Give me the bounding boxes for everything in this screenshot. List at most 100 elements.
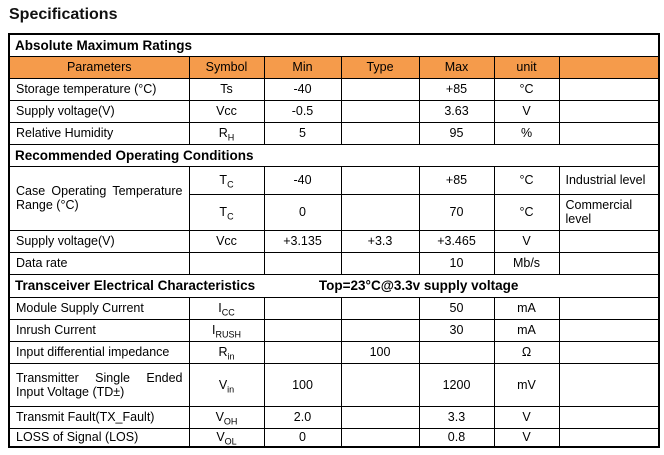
page-title: Specifications bbox=[9, 6, 118, 23]
type-cell bbox=[340, 251, 420, 275]
note-cell: Commercial level bbox=[558, 193, 660, 231]
section-row-recommended-operating-conditions: Recommended Operating Conditions bbox=[8, 143, 660, 167]
section-condition-note: Top=23°C@3.3v supply voltage bbox=[318, 278, 519, 293]
max-cell: 30 bbox=[418, 318, 495, 342]
min-cell: -0.5 bbox=[263, 99, 342, 123]
unit-cell: mA bbox=[493, 296, 560, 320]
parameter-cell: Data rate bbox=[8, 251, 190, 275]
note-cell bbox=[558, 318, 660, 342]
type-cell bbox=[340, 318, 420, 342]
parameter-cell: Relative Humidity bbox=[8, 121, 190, 145]
symbol-cell bbox=[188, 251, 265, 275]
column-header-parameters: Parameters bbox=[8, 55, 190, 79]
table-row-relative-humidity: Relative Humidity RH 5 95 % bbox=[8, 121, 660, 145]
type-cell bbox=[340, 405, 420, 429]
max-cell: 50 bbox=[418, 296, 495, 320]
note-cell bbox=[558, 362, 660, 407]
note-cell bbox=[558, 77, 660, 101]
note-cell bbox=[558, 99, 660, 123]
max-cell bbox=[418, 340, 495, 364]
symbol-cell: VOL bbox=[188, 427, 265, 448]
symbol-cell: TC bbox=[188, 193, 265, 231]
unit-cell: % bbox=[493, 121, 560, 145]
max-cell: 1200 bbox=[418, 362, 495, 407]
section-header-recommended-operating-conditions: Recommended Operating Conditions bbox=[8, 143, 660, 167]
table-row-data-rate: Data rate 10 Mb/s bbox=[8, 251, 660, 275]
type-cell bbox=[340, 427, 420, 448]
parameter-cell: Storage temperature (°C) bbox=[8, 77, 190, 101]
unit-cell: V bbox=[493, 405, 560, 429]
max-cell: 3.3 bbox=[418, 405, 495, 429]
max-cell: +85 bbox=[418, 165, 495, 195]
column-header-type: Type bbox=[340, 55, 420, 79]
min-cell: -40 bbox=[263, 165, 342, 195]
table-row-case-temperature-commercial: TC 0 70 °C Commercial level bbox=[9, 193, 660, 231]
type-cell bbox=[340, 99, 420, 123]
type-cell bbox=[340, 121, 420, 145]
table-row-loss-of-signal: LOSS of Signal (LOS) VOL 0 0.8 V bbox=[8, 427, 660, 448]
unit-cell: mV bbox=[493, 362, 560, 407]
min-cell: 2.0 bbox=[263, 405, 342, 429]
symbol-cell: RH bbox=[188, 121, 265, 145]
symbol-cell: TC bbox=[188, 165, 265, 195]
symbol-cell: Ts bbox=[188, 77, 265, 101]
column-header-symbol: Symbol bbox=[188, 55, 265, 79]
min-cell bbox=[263, 296, 342, 320]
specifications-table: Absolute Maximum Ratings Parameters Symb… bbox=[8, 33, 661, 448]
table-row-storage-temperature: Storage temperature (°C) Ts -40 +85 °C bbox=[8, 77, 660, 101]
parameter-cell: Supply voltage(V) bbox=[8, 229, 190, 253]
symbol-cell: Vcc bbox=[188, 99, 265, 123]
unit-cell: Ω bbox=[493, 340, 560, 364]
type-cell bbox=[340, 296, 420, 320]
unit-cell: V bbox=[493, 99, 560, 123]
max-cell: 3.63 bbox=[418, 99, 495, 123]
max-cell: 70 bbox=[418, 193, 495, 231]
min-cell bbox=[263, 340, 342, 364]
note-cell bbox=[558, 251, 660, 275]
section-row-transceiver-electrical-characteristics: Transceiver Electrical Characteristics T… bbox=[8, 273, 660, 298]
type-cell: 100 bbox=[340, 340, 420, 364]
min-cell: 100 bbox=[263, 362, 342, 407]
symbol-cell: Vcc bbox=[188, 229, 265, 253]
min-cell bbox=[263, 251, 342, 275]
parameter-cell: Transmitter Single Ended Input Voltage (… bbox=[8, 362, 190, 407]
table-row-transmit-fault: Transmit Fault(TX_Fault) VOH 2.0 3.3 V bbox=[8, 405, 660, 429]
column-header-note bbox=[558, 55, 660, 79]
type-cell: +3.3 bbox=[340, 229, 420, 253]
type-cell bbox=[340, 362, 420, 407]
note-cell bbox=[558, 121, 660, 145]
type-cell bbox=[340, 77, 420, 101]
parameter-cell: Module Supply Current bbox=[8, 296, 190, 320]
min-cell: +3.135 bbox=[263, 229, 342, 253]
parameter-cell: Input differential impedance bbox=[8, 340, 190, 364]
max-cell: 95 bbox=[418, 121, 495, 145]
note-cell bbox=[558, 405, 660, 429]
note-cell bbox=[558, 229, 660, 253]
table-row-supply-voltage-amr: Supply voltage(V) Vcc -0.5 3.63 V bbox=[8, 99, 660, 123]
min-cell: 0 bbox=[263, 427, 342, 448]
column-header-min: Min bbox=[263, 55, 342, 79]
symbol-cell: Vin bbox=[188, 362, 265, 407]
type-cell bbox=[340, 165, 420, 195]
symbol-cell: ICC bbox=[188, 296, 265, 320]
min-cell: -40 bbox=[263, 77, 342, 101]
unit-cell: °C bbox=[493, 165, 560, 195]
note-cell bbox=[558, 340, 660, 364]
table-row-input-differential-impedance: Input differential impedance Rin 100 Ω bbox=[8, 340, 660, 364]
table-row-module-supply-current: Module Supply Current ICC 50 mA bbox=[8, 296, 660, 320]
parameter-cell: Case Operating Temperature Range (°C) bbox=[8, 165, 190, 231]
parameter-cell: LOSS of Signal (LOS) bbox=[8, 427, 190, 448]
section-row-absolute-maximum-ratings: Absolute Maximum Ratings bbox=[8, 33, 660, 57]
table-row-transmitter-input-voltage: Transmitter Single Ended Input Voltage (… bbox=[8, 362, 660, 407]
unit-cell: Mb/s bbox=[493, 251, 560, 275]
min-cell bbox=[263, 318, 342, 342]
min-cell: 0 bbox=[263, 193, 342, 231]
unit-cell: °C bbox=[493, 77, 560, 101]
parameter-cell: Inrush Current bbox=[8, 318, 190, 342]
max-cell: 0.8 bbox=[418, 427, 495, 448]
column-header-max: Max bbox=[418, 55, 495, 79]
unit-cell: °C bbox=[493, 193, 560, 231]
column-header-unit: unit bbox=[493, 55, 560, 79]
type-cell bbox=[340, 193, 420, 231]
parameter-cell: Supply voltage(V) bbox=[8, 99, 190, 123]
